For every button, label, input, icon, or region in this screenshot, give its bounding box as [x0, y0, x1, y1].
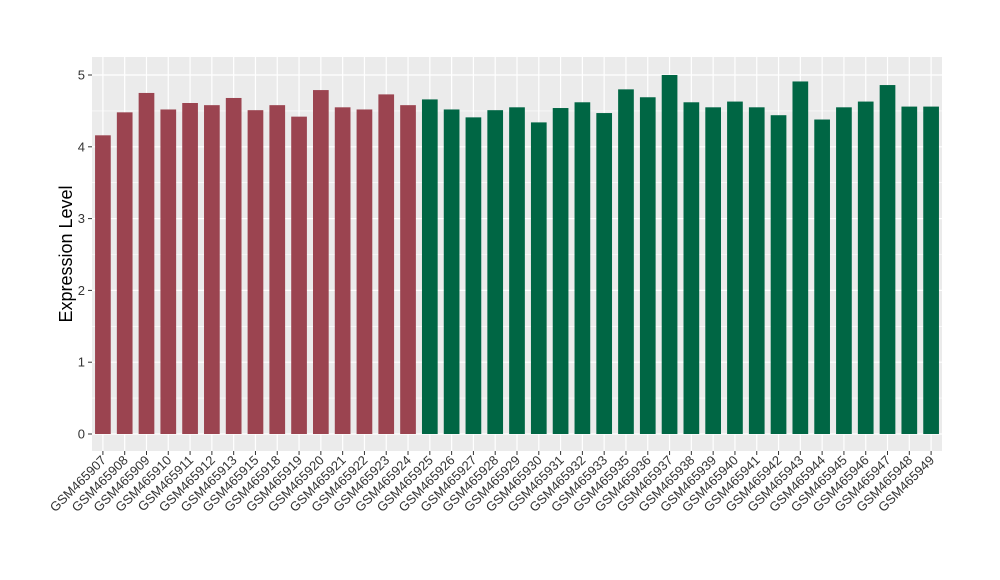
bar-GSM465936 [639, 97, 656, 435]
bar-GSM465915 [247, 110, 264, 434]
x-axis: GSM465907GSM465908GSM465909GSM465910GSM4… [47, 451, 937, 515]
bar-GSM465913 [225, 97, 242, 434]
bar-GSM465948 [901, 106, 918, 434]
bar-GSM465922 [356, 109, 373, 435]
y-tick-label: 3 [78, 211, 85, 226]
y-tick-label: 4 [78, 139, 85, 154]
bar-GSM465926 [443, 109, 460, 435]
bar-GSM465910 [160, 109, 177, 435]
bar-GSM465924 [400, 105, 416, 434]
bar-GSM465925 [421, 99, 438, 435]
y-tick-label: 0 [78, 427, 85, 442]
bar-GSM465938 [683, 102, 700, 434]
bar-GSM465949 [923, 106, 939, 434]
bar-GSM465929 [509, 107, 525, 434]
bar-GSM465909 [138, 92, 155, 434]
y-tick-label: 1 [78, 355, 85, 370]
bar-GSM465943 [792, 81, 809, 434]
bar-GSM465923 [378, 94, 395, 435]
bar-GSM465912 [204, 105, 220, 434]
bar-GSM465919 [291, 116, 307, 435]
bar-GSM465932 [574, 102, 591, 434]
bar-GSM465911 [182, 103, 198, 434]
bar-GSM465920 [313, 90, 329, 434]
y-tick-label: 2 [78, 283, 85, 298]
bar-GSM465937 [661, 75, 678, 434]
bar-GSM465927 [465, 117, 482, 434]
bar-GSM465907 [95, 135, 111, 434]
bar-GSM465946 [857, 101, 874, 434]
bar-GSM465928 [487, 110, 504, 434]
bar-GSM465908 [116, 112, 133, 434]
y-axis: 0 1 2 3 4 5 [78, 68, 92, 442]
bar-GSM465930 [530, 122, 547, 434]
bar-GSM465918 [269, 105, 286, 434]
bar-GSM465921 [334, 107, 351, 434]
bar-GSM465935 [618, 89, 634, 435]
bar-GSM465942 [770, 115, 787, 434]
bar-GSM465944 [814, 119, 830, 435]
y-tick-label: 5 [78, 68, 85, 83]
bars [95, 75, 939, 435]
bar-GSM465945 [836, 107, 852, 434]
bar-GSM465939 [705, 107, 721, 434]
bar-GSM465933 [596, 113, 613, 434]
bar-GSM465947 [879, 85, 896, 434]
y-axis-title: Expression Level [56, 185, 76, 322]
bar-GSM465941 [748, 107, 765, 434]
bar-GSM465940 [727, 101, 743, 434]
bar-GSM465931 [552, 108, 569, 434]
